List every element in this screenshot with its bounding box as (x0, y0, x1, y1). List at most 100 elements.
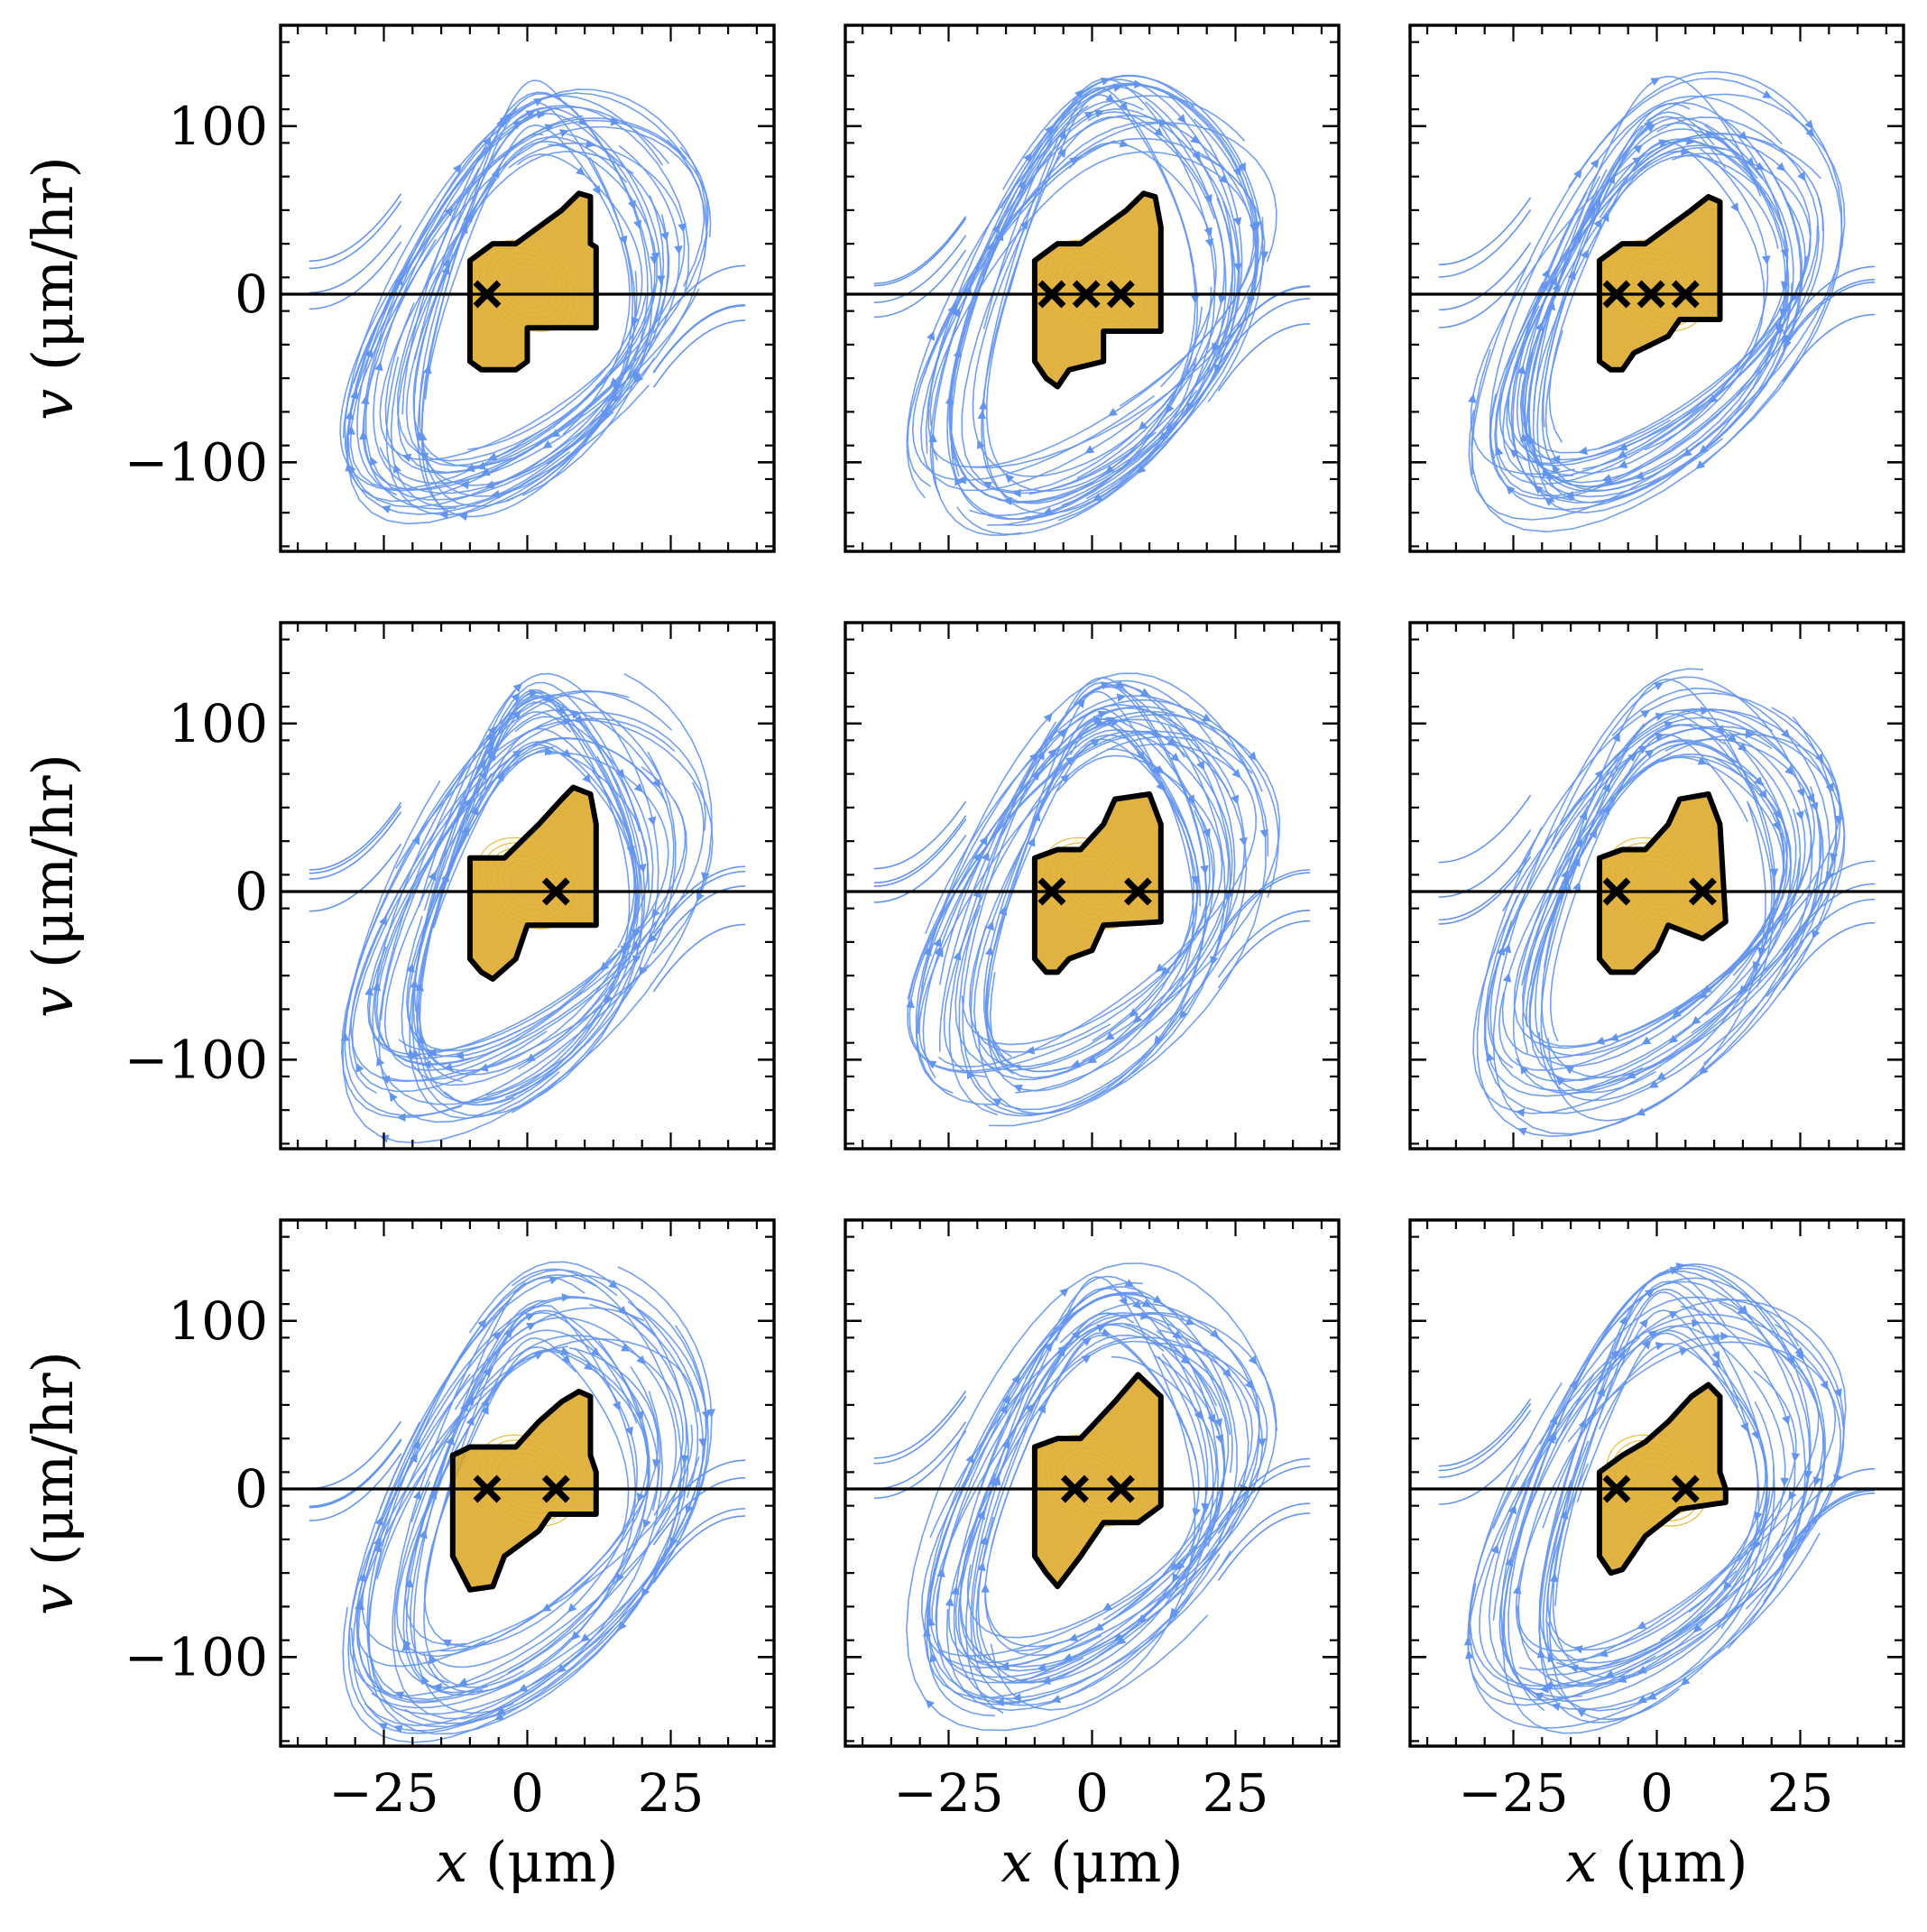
stream-arrow (1116, 1635, 1127, 1645)
basin-outline-r1c1 (466, 190, 599, 373)
stream-arrow (617, 1305, 627, 1316)
stream-arrow (1775, 322, 1784, 333)
basin-outline-r3c2 (1031, 1372, 1164, 1590)
stream-arrow (1042, 506, 1053, 515)
basin-streamline (1623, 1449, 1691, 1511)
stream-arrow (1804, 119, 1814, 130)
stream-arrow (1072, 1330, 1082, 1340)
stream-arrow (953, 950, 962, 961)
stream-arrow (345, 462, 354, 472)
stream-arrow (1224, 892, 1233, 901)
stream-arrow (1166, 737, 1176, 747)
stream-arrow (1044, 125, 1054, 135)
stream-arrow (361, 394, 370, 405)
stream-arrow (1082, 1337, 1093, 1346)
stream-arrow (582, 773, 592, 784)
stream-arrow (632, 370, 641, 381)
stream-arrow (1590, 158, 1600, 169)
streamlines-r3c3 (1438, 1262, 1876, 1734)
streamline (984, 1412, 1200, 1648)
stream-arrow (1572, 856, 1581, 867)
stream-arrow (1502, 943, 1512, 954)
stream-arrow (1506, 485, 1516, 495)
stream-arrow (1059, 1288, 1069, 1298)
streamline (1528, 739, 1785, 1068)
stream-arrow (651, 1459, 661, 1469)
stream-arrow (1812, 929, 1821, 939)
stream-arrow (459, 480, 469, 490)
stream-arrow (636, 1354, 646, 1365)
streamline (1599, 1343, 1768, 1613)
ticks-r2c3 (1410, 623, 1904, 1149)
stream-arrow (1833, 1388, 1842, 1399)
stream-arrow (1645, 1289, 1655, 1299)
stream-arrow (642, 1519, 651, 1530)
stream-arrow (491, 168, 500, 179)
stream-arrow (1081, 1354, 1092, 1363)
streamline (346, 88, 708, 525)
stream-arrow (599, 961, 610, 972)
streamline (401, 716, 654, 1086)
stream-arrow (1070, 1059, 1081, 1068)
xtick-label: 0 (1075, 1762, 1109, 1824)
streamline (1217, 1465, 1311, 1534)
stream-arrow (1753, 960, 1761, 971)
stream-arrow (1214, 363, 1222, 374)
streamline (920, 1328, 1264, 1669)
streamline (959, 1323, 1225, 1672)
stream-arrow (1037, 1403, 1046, 1414)
stream-arrow (1618, 1315, 1627, 1326)
xtick-label: −25 (893, 1762, 1003, 1824)
stream-arrow (483, 1367, 492, 1377)
stream-arrow (463, 798, 473, 809)
basin-streamline (1065, 857, 1120, 909)
stream-arrow (1084, 445, 1095, 454)
basin-streamline (505, 1460, 549, 1502)
streamline (1541, 802, 1773, 1078)
streamline (1217, 872, 1311, 941)
streamline (652, 1507, 746, 1576)
stream-arrow (619, 235, 628, 245)
stream-arrow (1655, 1071, 1666, 1081)
ytick-label: −100 (124, 1029, 268, 1090)
streamline (911, 140, 1156, 481)
streamline (1526, 125, 1787, 488)
stream-arrow (1655, 712, 1665, 721)
stream-arrow (1154, 1035, 1163, 1046)
stream-arrow (1149, 728, 1158, 739)
stream-arrow (929, 1652, 938, 1663)
stream-arrow (617, 1621, 627, 1632)
stream-arrow (945, 1596, 954, 1607)
streamline (1538, 1271, 1727, 1724)
ytick-label: −100 (124, 431, 268, 493)
stream-arrow (1646, 124, 1656, 133)
streamline (652, 870, 746, 939)
stream-arrow (1655, 732, 1665, 741)
streamline (309, 241, 402, 310)
streamline (1489, 95, 1783, 511)
stream-arrow (1031, 771, 1041, 781)
stream-arrow (1650, 78, 1661, 87)
streamline (1518, 1335, 1820, 1671)
stream-arrow (1090, 739, 1101, 748)
basin-streamline (1053, 1445, 1131, 1517)
stream-arrow (419, 1529, 428, 1539)
streamline (418, 672, 659, 1114)
streamline (340, 690, 650, 1119)
streamline (432, 744, 636, 948)
stream-arrow (1820, 1380, 1829, 1391)
stream-arrow (647, 816, 657, 827)
stream-arrow (608, 1280, 619, 1290)
stream-arrow (463, 212, 472, 223)
stream-arrow (995, 231, 1004, 242)
stream-arrow (470, 806, 479, 817)
stream-arrow (428, 871, 437, 882)
streamline (368, 799, 687, 1056)
stream-arrow (1627, 753, 1638, 763)
stream-arrow (1680, 1676, 1691, 1686)
ticks-r1c1 (281, 25, 774, 551)
stream-arrow (559, 129, 569, 138)
streamline (385, 214, 669, 516)
streamline (1484, 708, 1774, 1097)
stream-arrow (1754, 1511, 1763, 1521)
